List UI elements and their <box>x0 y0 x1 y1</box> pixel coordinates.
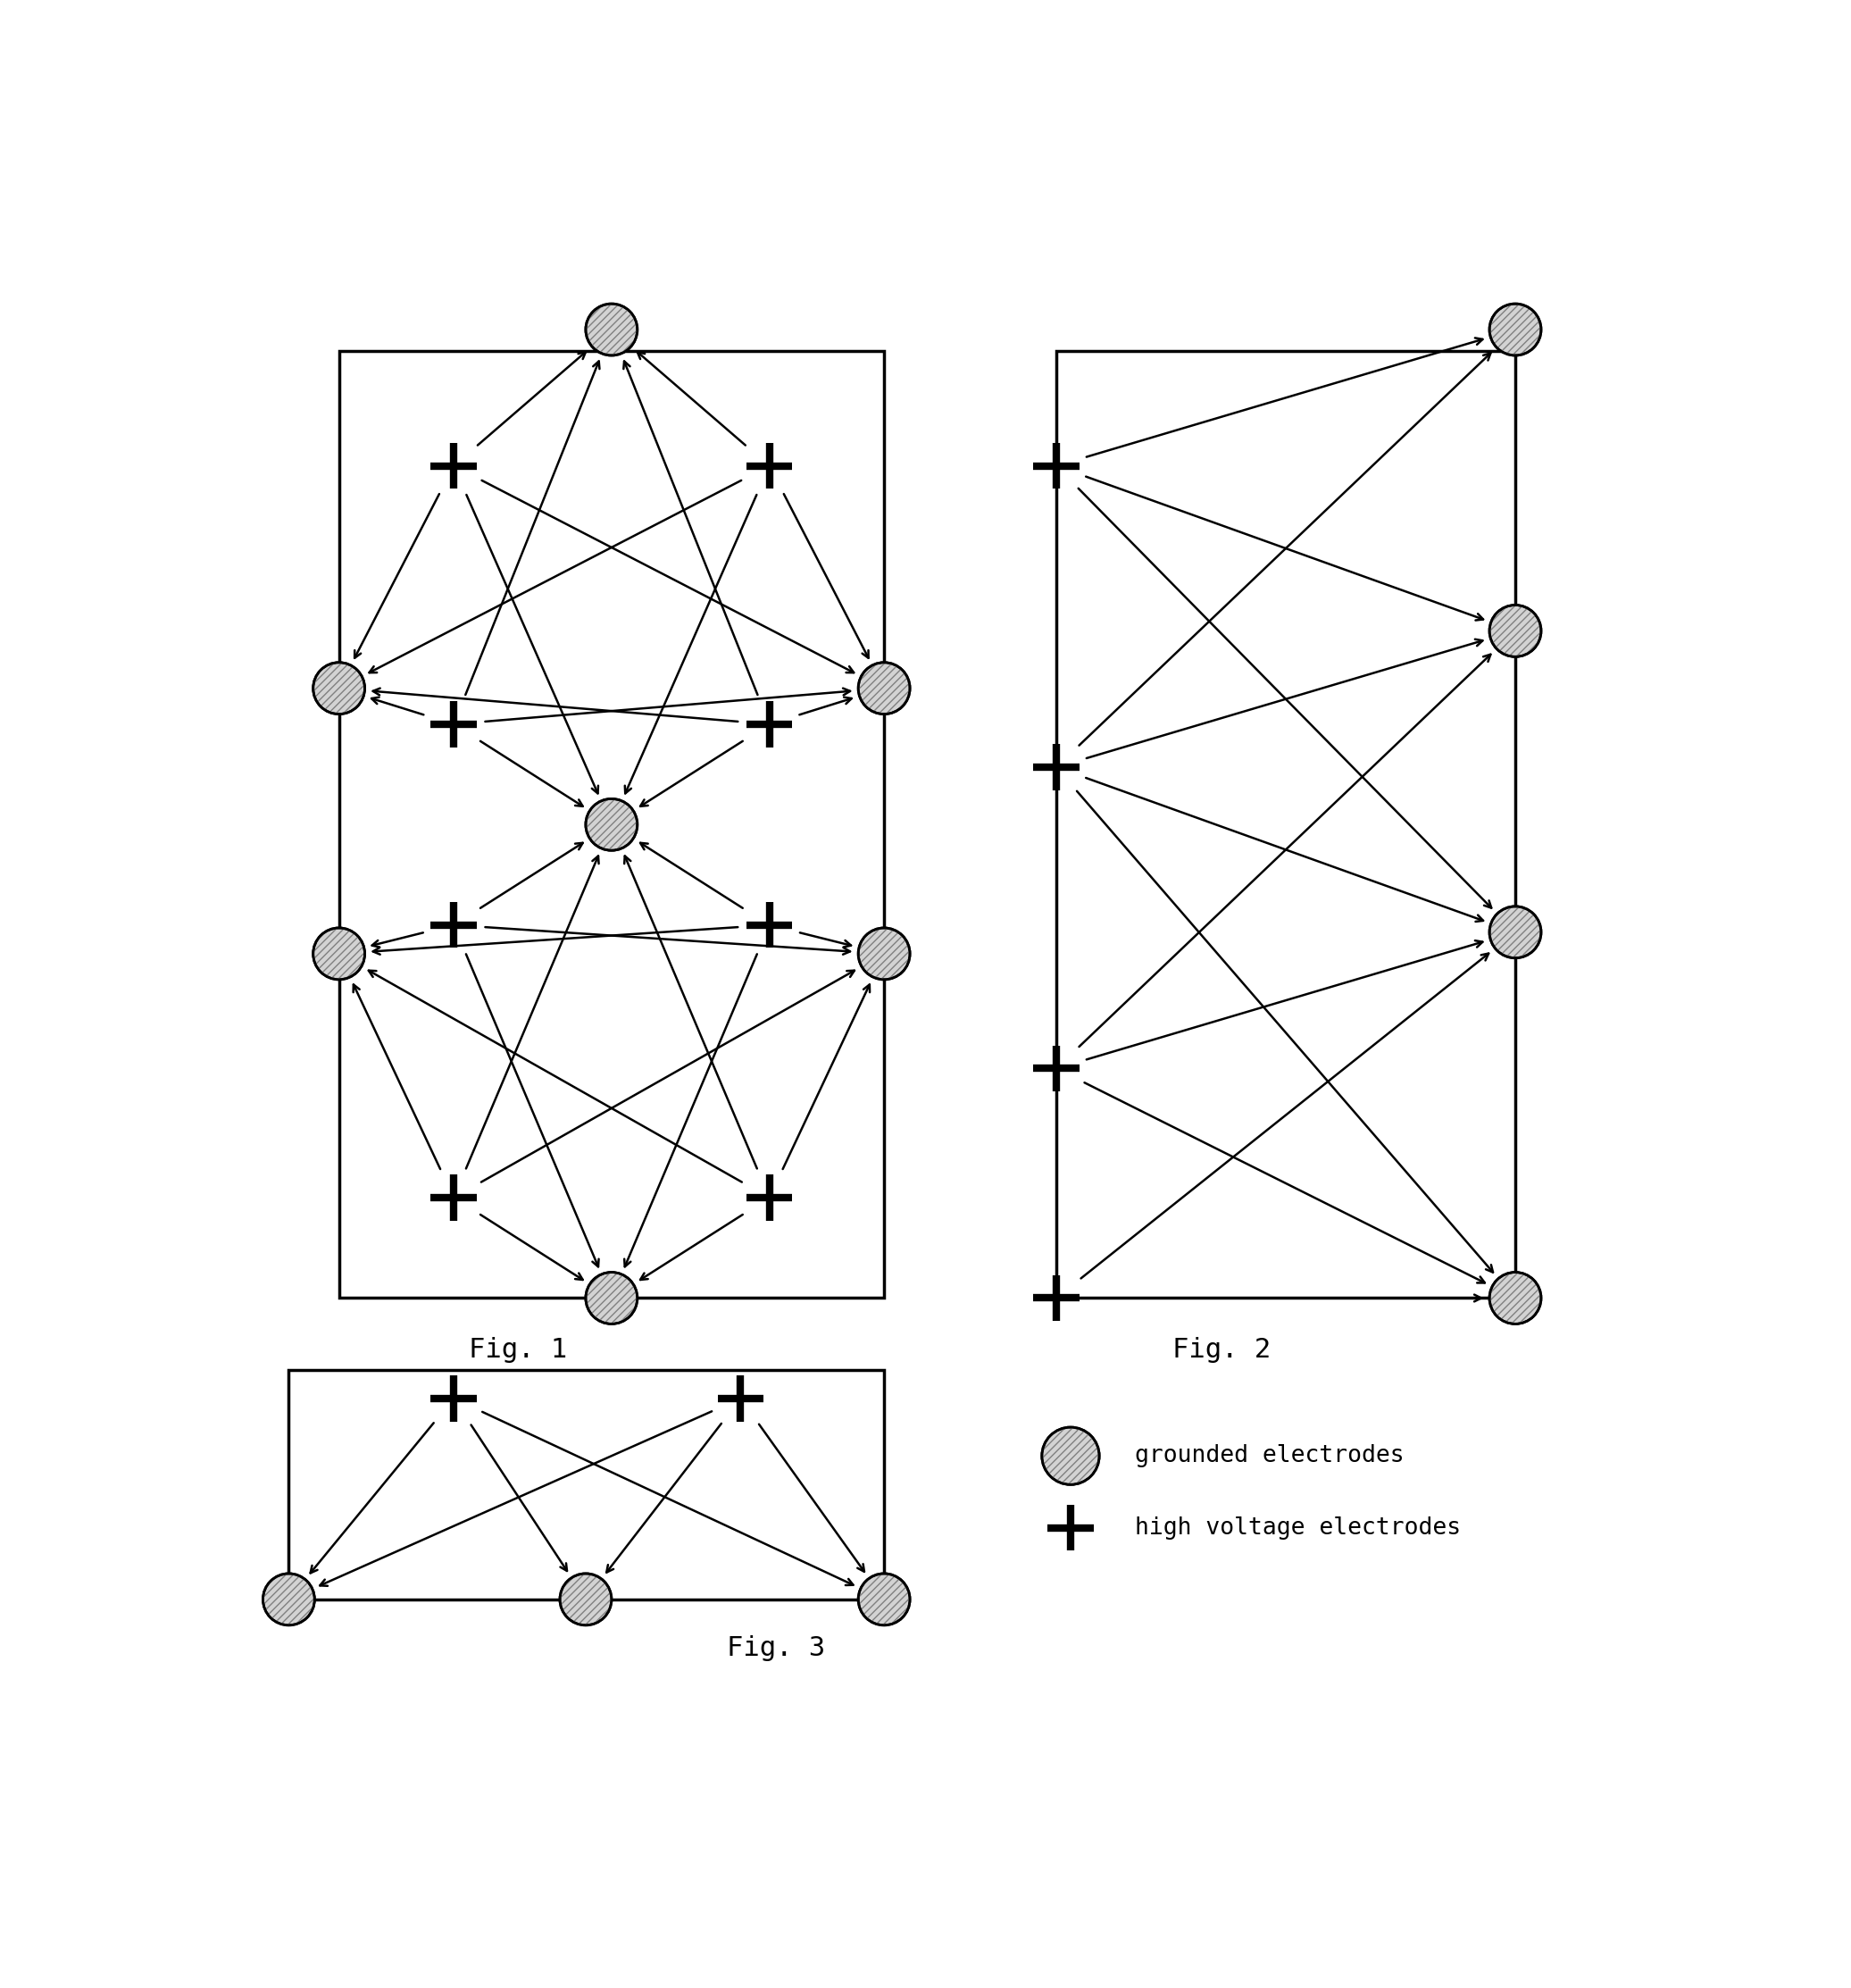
Circle shape <box>585 304 637 356</box>
Circle shape <box>313 662 365 714</box>
Circle shape <box>1042 1427 1099 1485</box>
Circle shape <box>313 662 365 714</box>
Circle shape <box>1490 304 1542 356</box>
Circle shape <box>859 662 911 714</box>
Text: Fig. 3: Fig. 3 <box>727 1636 826 1662</box>
Circle shape <box>1490 604 1542 656</box>
Circle shape <box>1490 304 1542 356</box>
Circle shape <box>585 1272 637 1324</box>
Text: Fig. 1: Fig. 1 <box>468 1336 568 1362</box>
Circle shape <box>859 1574 911 1626</box>
Circle shape <box>1490 907 1542 958</box>
Text: Fig. 2: Fig. 2 <box>1172 1336 1270 1362</box>
Circle shape <box>263 1574 315 1626</box>
Circle shape <box>859 928 911 980</box>
Text: grounded electrodes: grounded electrodes <box>1135 1445 1405 1467</box>
Circle shape <box>1042 1427 1099 1485</box>
Circle shape <box>585 799 637 851</box>
Circle shape <box>1490 907 1542 958</box>
Circle shape <box>263 1574 315 1626</box>
Circle shape <box>313 928 365 980</box>
Circle shape <box>313 928 365 980</box>
Circle shape <box>859 928 911 980</box>
Circle shape <box>585 799 637 851</box>
Circle shape <box>859 662 911 714</box>
Circle shape <box>1490 1272 1542 1324</box>
Circle shape <box>585 304 637 356</box>
Circle shape <box>559 1574 611 1626</box>
Circle shape <box>859 1574 911 1626</box>
Circle shape <box>1490 604 1542 656</box>
Text: high voltage electrodes: high voltage electrodes <box>1135 1517 1460 1539</box>
Circle shape <box>585 1272 637 1324</box>
Circle shape <box>559 1574 611 1626</box>
Bar <box>339 352 885 1298</box>
Circle shape <box>1490 1272 1542 1324</box>
Bar <box>289 1370 885 1600</box>
Bar <box>1057 352 1516 1298</box>
